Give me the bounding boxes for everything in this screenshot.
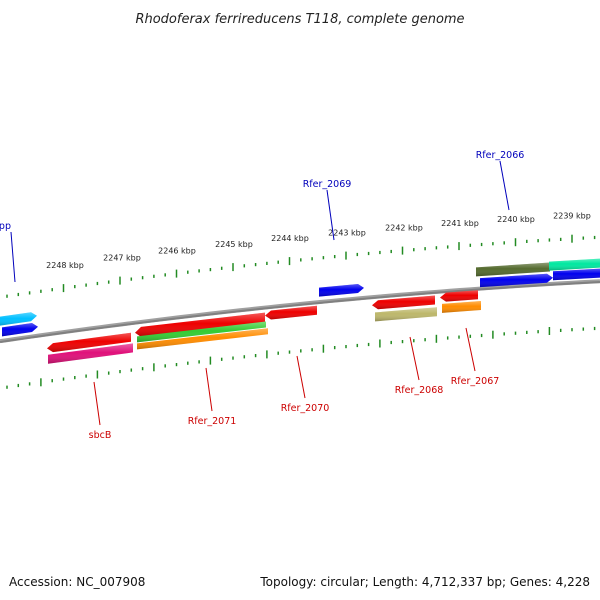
gene-label: sbcB xyxy=(89,430,112,441)
leader-line xyxy=(409,336,420,381)
forward-scale-ticks xyxy=(6,234,596,298)
scale-label: 2241 kbp xyxy=(441,219,479,228)
scale-label: 2243 kbp xyxy=(328,229,366,238)
leader-line xyxy=(205,367,213,412)
scale-label: 2244 kbp xyxy=(271,234,309,243)
scale-labels: 2248 kbp 2247 kbp 2246 kbp 2245 kbp 2244 kbp… xyxy=(46,212,591,270)
accession-text: Accession: NC_007908 xyxy=(9,575,146,589)
scale-label: 2247 kbp xyxy=(103,253,141,262)
map-title: Rhodoferax ferrireducens T118, complete … xyxy=(135,12,464,27)
forward-gene-arrow-shading xyxy=(480,273,553,288)
gene-label: Rfer_2066 xyxy=(476,150,525,161)
scale-label: 2246 kbp xyxy=(158,247,196,256)
forward-gene-arrow-shading xyxy=(476,262,550,277)
forward-gene-arrow-shading xyxy=(2,323,38,337)
label-leader-lines xyxy=(10,160,510,426)
gene-label: Rfer_2067 xyxy=(451,376,500,387)
forward-gene-arrow-shading xyxy=(0,312,37,326)
topology-text: Topology: circular; Length: 4,712,337 bp… xyxy=(260,575,590,589)
reverse-gene-arrow-shading xyxy=(440,290,478,302)
gene-label: Rfer_2071 xyxy=(188,416,237,427)
reverse-gene-arrow-shading xyxy=(372,295,435,310)
scale-label: 2240 kbp xyxy=(497,215,535,224)
reverse-gene-arrow-shading xyxy=(137,328,268,350)
gene-features xyxy=(0,258,600,364)
leader-line xyxy=(465,327,476,372)
leader-line xyxy=(499,160,510,211)
genome-backbone xyxy=(0,279,600,344)
scale-label: 2245 kbp xyxy=(215,240,253,249)
reverse-scale-ticks xyxy=(6,326,596,389)
gene-labels: upp Rfer_2069 Rfer_2066 sbcB Rfer_2071 Rfer_2… xyxy=(0,150,524,441)
leader-line xyxy=(296,355,306,399)
reverse-gene-arrow-shading xyxy=(265,305,317,320)
reverse-gene-arrow-shading xyxy=(375,307,437,322)
forward-gene-arrow-shading xyxy=(319,284,364,297)
leader-line xyxy=(326,189,335,241)
reverse-gene-arrow-shading xyxy=(47,332,131,353)
leader-line xyxy=(10,231,16,283)
reverse-gene-arrow-shading xyxy=(135,312,265,337)
scale-label: 2248 kbp xyxy=(46,261,84,270)
reverse-gene-arrow-shading xyxy=(137,321,266,343)
reverse-gene-arrow-shading xyxy=(48,343,133,364)
forward-gene-arrow-shading xyxy=(553,268,600,281)
gene-label: Rfer_2068 xyxy=(395,385,444,396)
gene-label: Rfer_2070 xyxy=(281,403,330,414)
gene-label: upp xyxy=(0,221,11,232)
scale-label: 2242 kbp xyxy=(385,224,423,233)
reverse-gene-arrow-shading xyxy=(442,301,481,313)
forward-gene-arrow-shading xyxy=(549,258,600,271)
scale-label: 2239 kbp xyxy=(553,212,591,221)
leader-line xyxy=(93,381,101,426)
gene-label: Rfer_2069 xyxy=(303,179,352,190)
